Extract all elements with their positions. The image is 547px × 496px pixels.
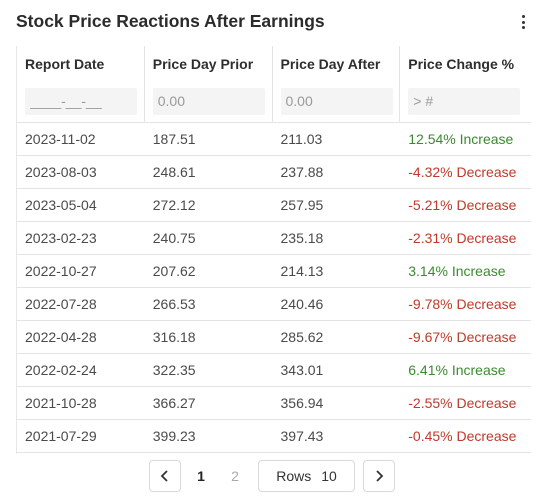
filter-cell <box>17 80 145 122</box>
price-day-after-cell: 211.03 <box>280 131 323 147</box>
report-date-cell: 2023-05-04 <box>25 197 97 213</box>
pagination: 1 2 Rows 10 <box>0 460 547 492</box>
report-date-cell: 2021-07-29 <box>25 428 97 444</box>
vertical-ellipsis-icon <box>521 15 525 18</box>
report-date-cell: 2022-07-28 <box>25 296 97 312</box>
table-row: 2022-04-28 316.18 285.62 -9.67% Decrease <box>17 321 531 354</box>
price-day-prior-cell: 207.62 <box>152 263 196 279</box>
price-change-cell: -9.67% Decrease <box>408 329 517 345</box>
next-page-button[interactable] <box>363 460 395 492</box>
table-row: 2021-07-29 399.23 397.43 -0.45% Decrease <box>17 420 531 453</box>
more-options-button[interactable] <box>517 13 529 31</box>
filter-cell <box>400 80 531 122</box>
price-day-prior-cell: 240.75 <box>152 230 196 246</box>
price-change-cell: 6.41% Increase <box>408 362 506 378</box>
report-date-cell: 2022-04-28 <box>25 329 97 345</box>
price-change-cell: 3.14% Increase <box>408 263 506 279</box>
price-day-after-cell: 240.46 <box>280 296 324 312</box>
price-change-cell: -4.32% Decrease <box>408 164 517 180</box>
report-date-cell: 2023-08-03 <box>25 164 97 180</box>
previous-page-button[interactable] <box>149 460 181 492</box>
price-change-cell: -2.55% Decrease <box>408 395 517 411</box>
table-body: 2023-11-02 187.51 211.03 12.54% Increase 202… <box>17 123 531 453</box>
price-day-prior-cell: 366.27 <box>152 395 196 411</box>
table-row: 2022-10-27 207.62 214.13 3.14% Increase <box>17 255 531 288</box>
price-change-cell: -2.31% Decrease <box>408 230 517 246</box>
filter-cell <box>145 80 273 122</box>
card-title: Stock Price Reactions After Earnings <box>16 11 325 31</box>
ellipsis-dot <box>521 26 525 29</box>
ellipsis-dot <box>521 20 525 24</box>
column-header-price-day-prior[interactable]: Price Day Prior <box>145 46 273 80</box>
report-date-cell: 2023-02-23 <box>25 230 97 246</box>
table-row: 2023-05-04 272.12 257.95 -5.21% Decrease <box>17 189 531 222</box>
rows-per-page-select[interactable]: Rows 10 <box>258 460 355 492</box>
rows-label: Rows <box>276 468 312 484</box>
price-day-prior-cell: 187.51 <box>152 131 196 147</box>
price-day-after-cell: 237.88 <box>280 164 324 180</box>
table-row: 2022-07-28 266.53 240.46 -9.78% Decrease <box>17 288 531 321</box>
price-day-after-cell: 356.94 <box>280 395 324 411</box>
chevron-right-icon <box>376 470 384 482</box>
price-day-after-cell: 285.62 <box>280 329 324 345</box>
price-change-cell: -9.78% Decrease <box>408 296 517 312</box>
price-day-after-cell: 235.18 <box>280 230 324 246</box>
price-day-prior-cell: 272.12 <box>152 197 196 213</box>
filter-cell <box>273 80 401 122</box>
price-day-after-cell: 257.95 <box>280 197 324 213</box>
report-date-filter-input[interactable] <box>25 87 137 115</box>
table-row: 2023-11-02 187.51 211.03 12.54% Increase <box>17 123 531 156</box>
table-row: 2022-02-24 322.35 343.01 6.41% Increase <box>17 354 531 387</box>
price-change-cell: -0.45% Decrease <box>408 428 517 444</box>
table-row: 2023-08-03 248.61 237.88 -4.32% Decrease <box>17 156 531 189</box>
price-day-after-cell: 397.43 <box>280 428 324 444</box>
report-date-cell: 2022-02-24 <box>25 362 97 378</box>
table-row: 2023-02-23 240.75 235.18 -2.31% Decrease <box>17 222 531 255</box>
price-day-after-filter-input[interactable] <box>280 87 393 115</box>
price-day-prior-cell: 266.53 <box>152 296 196 312</box>
report-date-cell: 2021-10-28 <box>25 395 97 411</box>
report-date-cell: 2023-11-02 <box>25 131 96 147</box>
page-1-button[interactable]: 1 <box>197 468 205 484</box>
column-header-price-change[interactable]: Price Change % <box>408 56 515 72</box>
price-day-prior-cell: 316.18 <box>152 329 196 345</box>
price-change-cell: 12.54% Increase <box>408 131 514 147</box>
price-day-after-cell: 343.01 <box>280 362 324 378</box>
column-header-price-day-after[interactable]: Price Day After <box>273 46 401 80</box>
table-header-row: Report Date Price Day Prior Price Day Af… <box>17 46 531 80</box>
price-change-cell: -5.21% Decrease <box>408 197 517 213</box>
chevron-left-icon <box>160 470 168 482</box>
price-day-prior-cell: 248.61 <box>152 164 196 180</box>
report-date-cell: 2022-10-27 <box>25 263 97 279</box>
column-header-report-date[interactable]: Report Date <box>17 46 145 80</box>
table-filter-row <box>17 80 531 123</box>
price-day-after-cell: 214.13 <box>280 263 324 279</box>
page-2-button[interactable]: 2 <box>231 468 239 484</box>
data-table: Report Date Price Day Prior Price Day Af… <box>16 46 531 454</box>
price-change-filter-input[interactable] <box>408 87 521 115</box>
price-day-prior-cell: 322.35 <box>152 362 196 378</box>
price-day-prior-cell: 399.23 <box>152 428 196 444</box>
rows-value: 10 <box>321 468 337 484</box>
table-row: 2021-10-28 366.27 356.94 -2.55% Decrease <box>17 387 531 420</box>
price-day-prior-filter-input[interactable] <box>152 87 265 115</box>
